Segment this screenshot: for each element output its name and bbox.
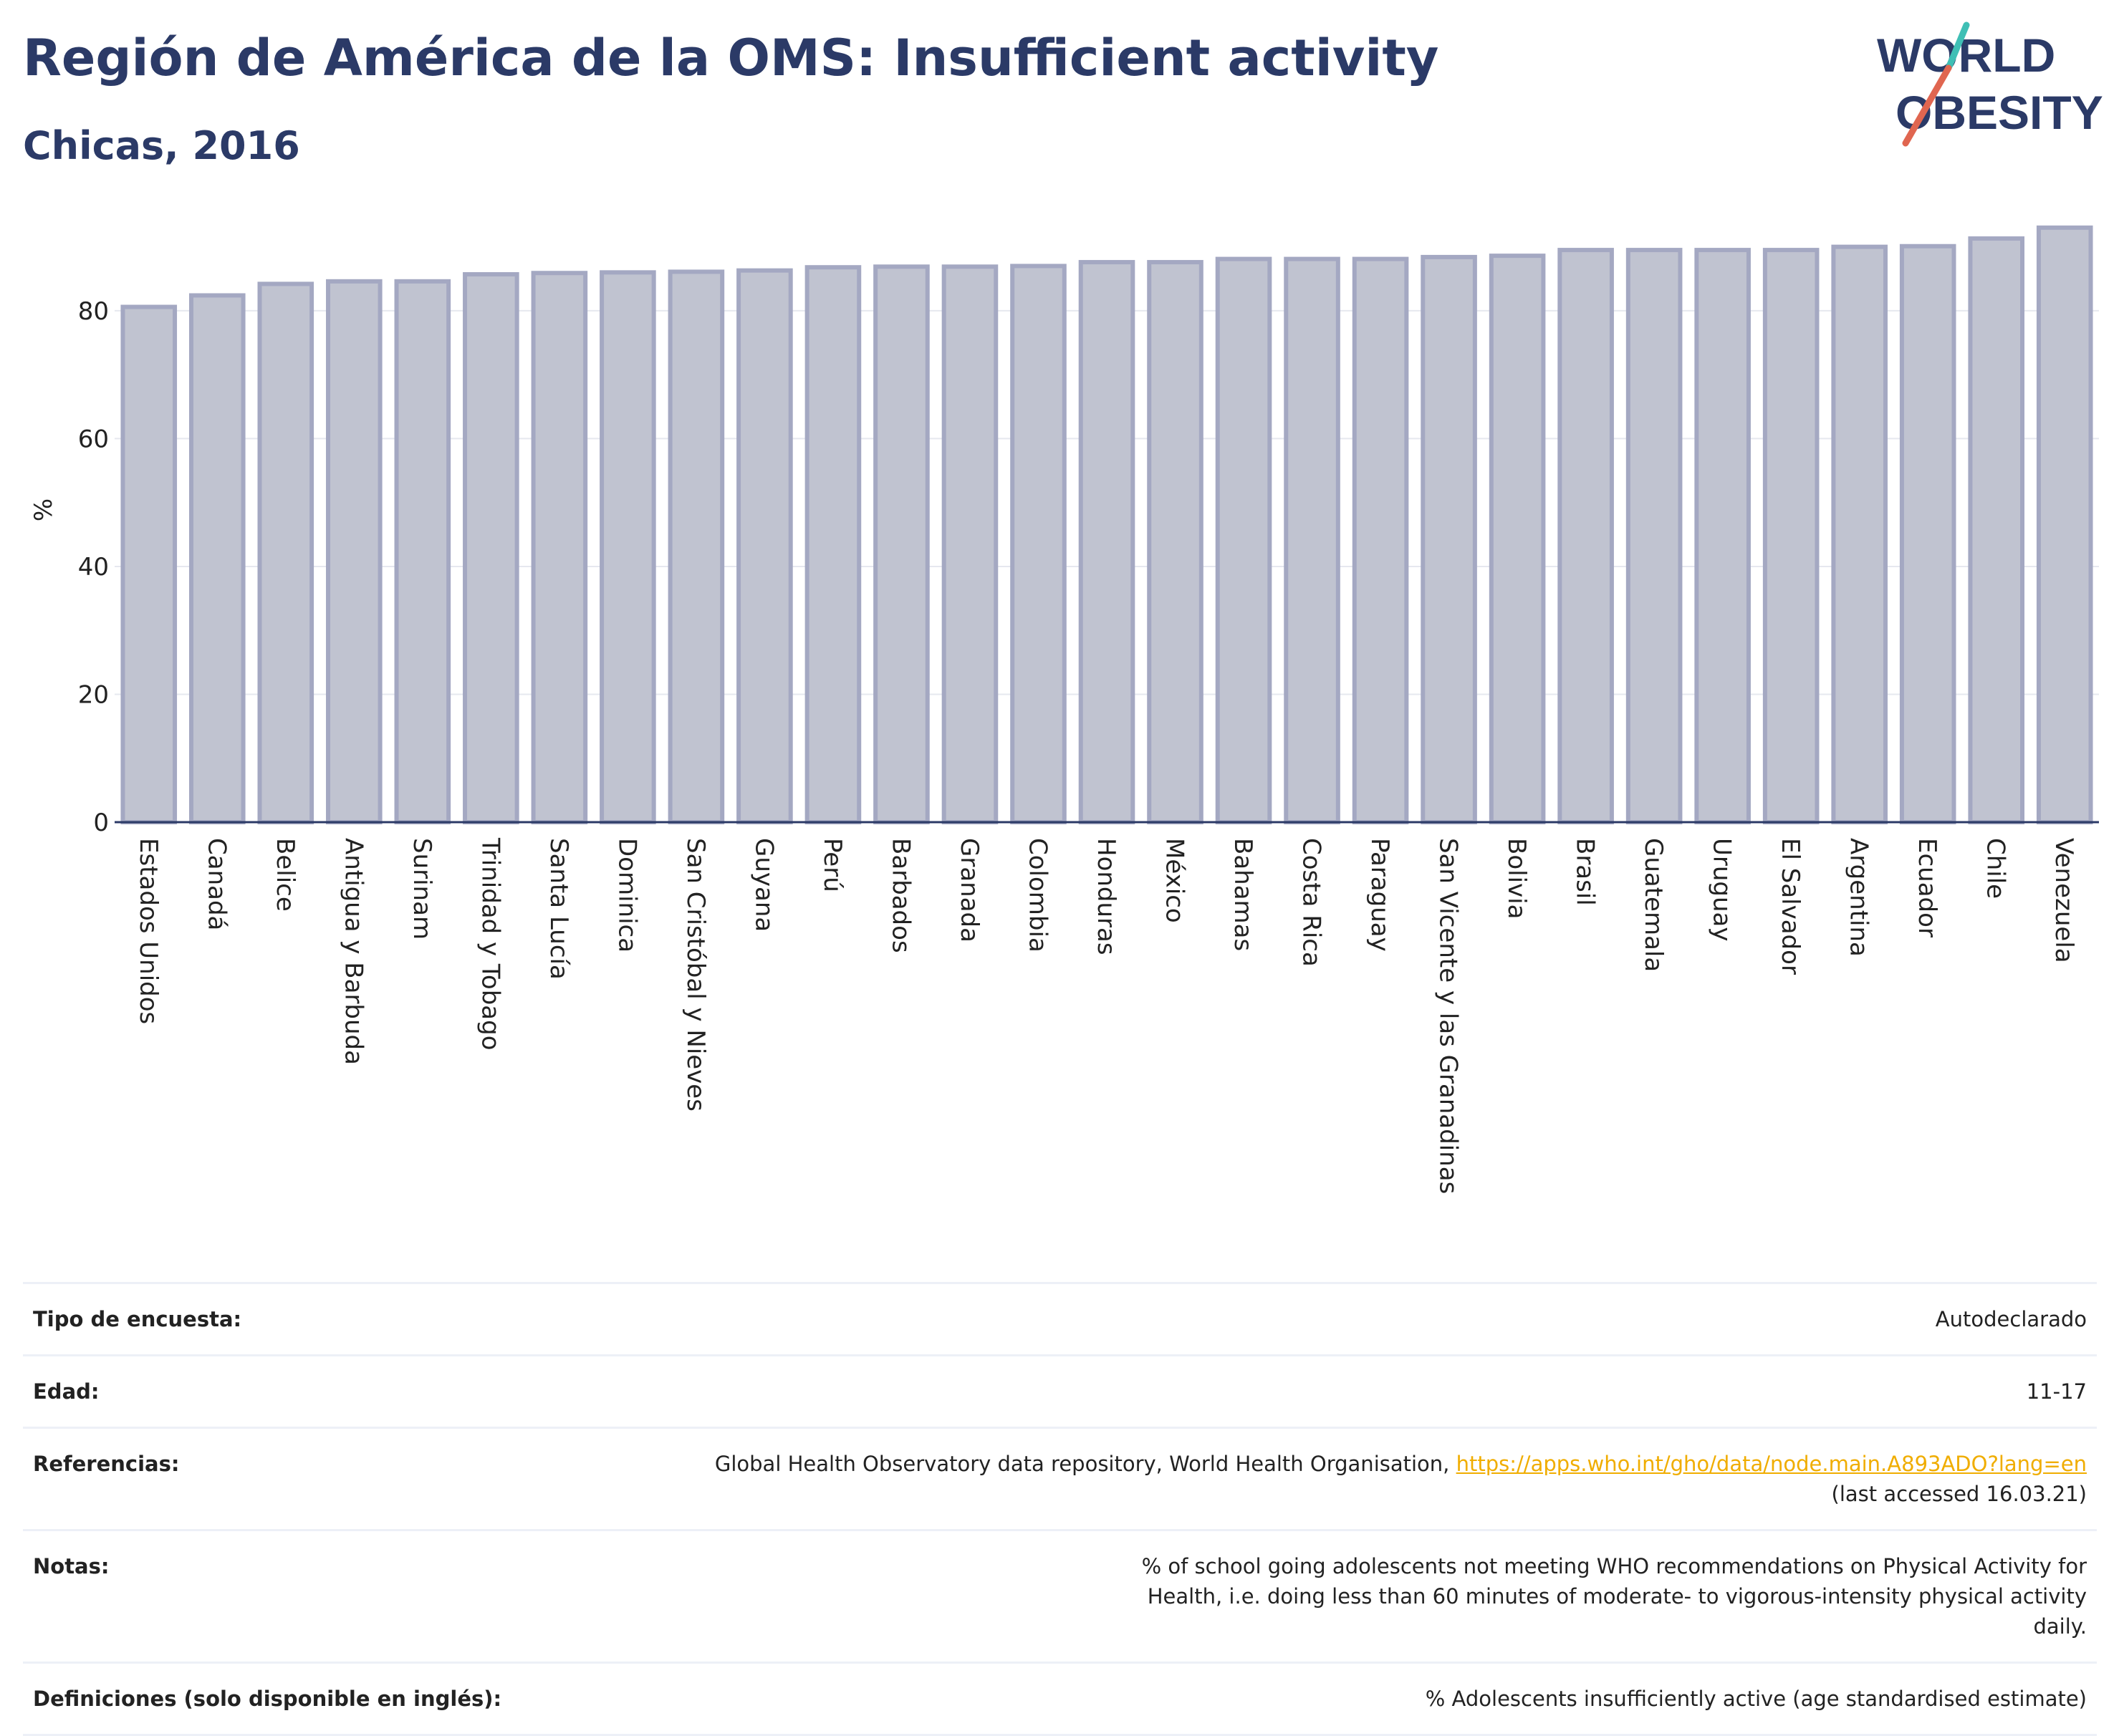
x-category-label: Brasil: [1571, 838, 1600, 906]
bar[interactable]: [1557, 248, 1614, 824]
x-category-label: Trinidad y Tobago: [476, 837, 504, 1051]
bar[interactable]: [1078, 260, 1135, 824]
bar[interactable]: [941, 264, 999, 824]
x-category-label: Perú: [818, 838, 847, 892]
bar[interactable]: [1215, 256, 1272, 825]
bar[interactable]: [1421, 254, 1477, 824]
info-key: Referencias:: [33, 1452, 180, 1476]
x-category-label: Chile: [1981, 838, 2010, 899]
y-tick-labels: 0 20 40 60 80: [78, 297, 109, 837]
x-category-label: San Cristóbal y Nieves: [681, 838, 710, 1111]
x-category-label: Barbados: [886, 838, 915, 953]
x-category-label: Bahamas: [1229, 838, 1257, 951]
bar[interactable]: [1831, 244, 1888, 824]
chart-title: Región de América de la OMS: Insufficien…: [23, 29, 1439, 87]
bar[interactable]: [1762, 248, 1820, 824]
x-category-label: Paraguay: [1365, 838, 1394, 952]
bar[interactable]: [463, 272, 519, 825]
bar[interactable]: [1352, 256, 1409, 825]
bar[interactable]: [394, 279, 451, 824]
x-category-label: Canadá: [202, 838, 231, 930]
y-tick-label: 60: [78, 425, 109, 453]
x-category-label: Ecuador: [1913, 838, 1941, 937]
bar[interactable]: [188, 293, 246, 825]
reference-text: Global Health Observatory data repositor…: [714, 1452, 1456, 1476]
bar[interactable]: [531, 271, 588, 824]
info-row-age: Edad: 11-17: [23, 1355, 2097, 1428]
bar[interactable]: [120, 304, 178, 824]
x-category-label: Costa Rica: [1297, 838, 1326, 967]
y-tick-label: 20: [78, 680, 109, 709]
info-key: Edad:: [33, 1379, 100, 1404]
y-axis-label: %: [29, 498, 58, 521]
chart-subtitle: Chicas, 2016: [23, 123, 300, 168]
info-value: Autodeclarado: [1935, 1307, 2087, 1331]
info-table: Tipo de encuesta: Autodeclarado Edad: 11…: [23, 1282, 2097, 1736]
bar[interactable]: [668, 269, 725, 824]
info-key: Notas:: [33, 1554, 110, 1578]
x-category-label: Uruguay: [1708, 838, 1736, 942]
info-key: Definiciones (solo disponible en inglés)…: [33, 1687, 502, 1711]
world-obesity-logo: WORLD OBESITY: [1877, 21, 2103, 147]
x-category-label: El Salvador: [1776, 838, 1805, 975]
x-category-label: México: [1161, 838, 1189, 923]
bar[interactable]: [1147, 260, 1203, 824]
x-category-labels: Estados Unidos Canadá Belice Antigua y Barb…: [134, 837, 2078, 1194]
reference-accessed: (last accessed 16.03.21): [1831, 1482, 2087, 1506]
info-value: 11-17: [2026, 1379, 2087, 1404]
info-row-definitions: Definiciones (solo disponible en inglés)…: [23, 1662, 2097, 1735]
x-category-label: San Vicente y las Granadinas: [1434, 838, 1463, 1194]
bar[interactable]: [257, 281, 314, 824]
info-row-survey-type: Tipo de encuesta: Autodeclarado: [23, 1283, 2097, 1356]
x-category-label: Bolivia: [1502, 838, 1531, 919]
bars: [120, 225, 2093, 825]
info-value: % of school going adolescents not meetin…: [1141, 1554, 2087, 1639]
bar[interactable]: [1625, 248, 1683, 824]
x-category-label: Antigua y Barbuda: [339, 838, 367, 1065]
logo-slash-teal: [1945, 21, 1970, 72]
bar[interactable]: [1968, 236, 2025, 825]
bar[interactable]: [1284, 256, 1340, 825]
reference-link[interactable]: https://apps.who.int/gho/data/node.main.…: [1456, 1452, 2087, 1476]
y-tick-label: 40: [78, 553, 109, 582]
x-category-label: Santa Lucía: [544, 838, 573, 980]
bar-chart: 0 20 40 60 80 Estados Unidos Canadá Belice Anti…: [29, 225, 2099, 1194]
bar[interactable]: [804, 265, 862, 824]
y-tick-label: 0: [93, 809, 109, 837]
x-category-label: Surinam: [408, 838, 436, 940]
bar[interactable]: [1899, 243, 1956, 824]
bar[interactable]: [873, 264, 930, 824]
info-key: Tipo de encuesta:: [33, 1307, 242, 1331]
x-category-label: Venezuela: [2050, 838, 2078, 963]
info-value: Global Health Observatory data repositor…: [544, 1428, 2097, 1530]
x-category-label: Belice: [271, 838, 299, 912]
bar[interactable]: [1694, 248, 1751, 824]
bar[interactable]: [326, 279, 383, 824]
bar[interactable]: [600, 270, 656, 824]
x-category-label: Dominica: [612, 838, 641, 953]
x-category-label: Guatemala: [1639, 838, 1668, 972]
logo-slash-red: [1902, 64, 1952, 147]
x-category-label: Colombia: [1023, 838, 1052, 953]
bar[interactable]: [1010, 264, 1067, 824]
bar[interactable]: [736, 268, 793, 824]
x-category-label: Granada: [955, 838, 984, 942]
bar[interactable]: [1489, 254, 1546, 824]
logo-line1: WORLD: [1877, 29, 2055, 82]
x-category-label: Honduras: [1092, 838, 1120, 955]
info-value: % Adolescents insufficiently active (age…: [1425, 1687, 2087, 1711]
y-tick-label: 80: [78, 297, 109, 326]
info-row-notes: Notas: % of school going adolescents not…: [23, 1530, 2097, 1663]
x-category-label: Guyana: [749, 838, 778, 932]
x-category-label: Estados Unidos: [134, 838, 163, 1024]
x-category-label: Argentina: [1845, 838, 1873, 957]
info-row-references: Referencias: Global Health Observatory d…: [23, 1427, 2097, 1530]
bar[interactable]: [2036, 225, 2093, 824]
